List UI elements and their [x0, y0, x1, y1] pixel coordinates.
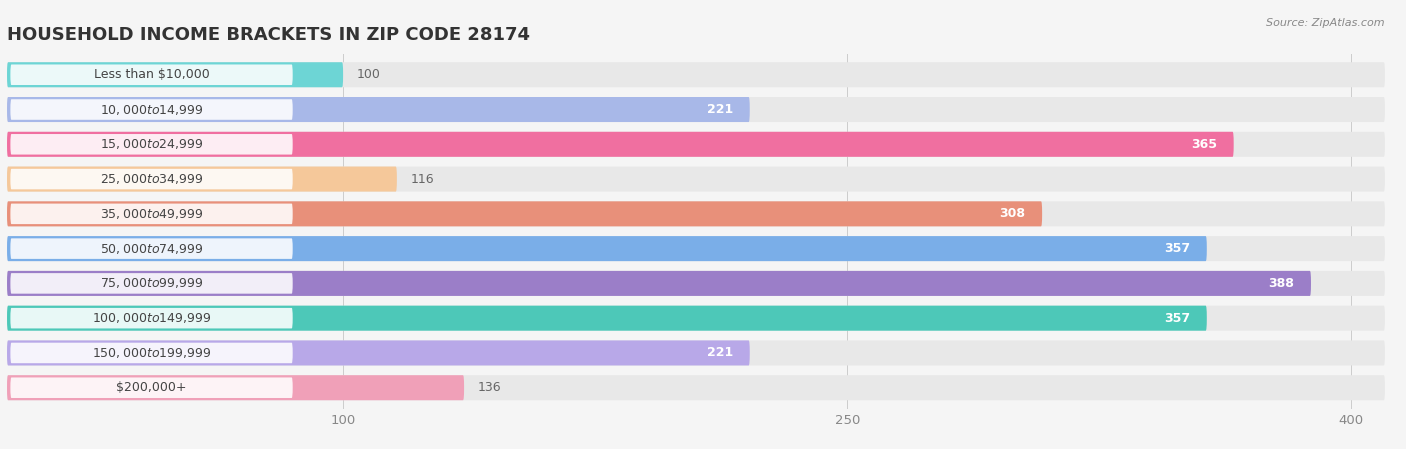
FancyBboxPatch shape: [7, 236, 1385, 261]
FancyBboxPatch shape: [7, 340, 749, 365]
FancyBboxPatch shape: [10, 65, 292, 85]
FancyBboxPatch shape: [10, 238, 292, 259]
FancyBboxPatch shape: [10, 169, 292, 189]
FancyBboxPatch shape: [10, 308, 292, 328]
FancyBboxPatch shape: [7, 62, 1385, 87]
Text: 308: 308: [1000, 207, 1025, 220]
FancyBboxPatch shape: [7, 97, 1385, 122]
Text: 100: 100: [357, 68, 381, 81]
FancyBboxPatch shape: [7, 375, 464, 400]
FancyBboxPatch shape: [7, 97, 749, 122]
Text: 136: 136: [478, 381, 501, 394]
Text: $35,000 to $49,999: $35,000 to $49,999: [100, 207, 204, 221]
FancyBboxPatch shape: [7, 271, 1310, 296]
Text: $100,000 to $149,999: $100,000 to $149,999: [91, 311, 211, 325]
Text: 357: 357: [1164, 242, 1189, 255]
FancyBboxPatch shape: [7, 340, 1385, 365]
FancyBboxPatch shape: [7, 132, 1233, 157]
Text: 221: 221: [707, 103, 733, 116]
FancyBboxPatch shape: [7, 201, 1042, 226]
Text: $10,000 to $14,999: $10,000 to $14,999: [100, 102, 204, 117]
FancyBboxPatch shape: [10, 99, 292, 120]
FancyBboxPatch shape: [7, 167, 396, 192]
Text: 221: 221: [707, 347, 733, 360]
Text: 357: 357: [1164, 312, 1189, 325]
Text: 365: 365: [1191, 138, 1216, 151]
FancyBboxPatch shape: [7, 271, 1385, 296]
FancyBboxPatch shape: [10, 273, 292, 294]
Text: 116: 116: [411, 172, 434, 185]
FancyBboxPatch shape: [10, 378, 292, 398]
FancyBboxPatch shape: [7, 132, 1385, 157]
FancyBboxPatch shape: [7, 236, 1206, 261]
Text: $25,000 to $34,999: $25,000 to $34,999: [100, 172, 204, 186]
Text: 388: 388: [1268, 277, 1294, 290]
Text: $200,000+: $200,000+: [117, 381, 187, 394]
FancyBboxPatch shape: [7, 306, 1385, 331]
Text: $50,000 to $74,999: $50,000 to $74,999: [100, 242, 204, 255]
FancyBboxPatch shape: [7, 167, 1385, 192]
Text: $15,000 to $24,999: $15,000 to $24,999: [100, 137, 204, 151]
FancyBboxPatch shape: [10, 203, 292, 224]
FancyBboxPatch shape: [7, 306, 1206, 331]
FancyBboxPatch shape: [10, 343, 292, 363]
FancyBboxPatch shape: [10, 134, 292, 154]
Text: $75,000 to $99,999: $75,000 to $99,999: [100, 277, 204, 291]
Text: HOUSEHOLD INCOME BRACKETS IN ZIP CODE 28174: HOUSEHOLD INCOME BRACKETS IN ZIP CODE 28…: [7, 26, 530, 44]
FancyBboxPatch shape: [7, 62, 343, 87]
Text: $150,000 to $199,999: $150,000 to $199,999: [91, 346, 211, 360]
FancyBboxPatch shape: [7, 201, 1385, 226]
Text: Source: ZipAtlas.com: Source: ZipAtlas.com: [1267, 18, 1385, 28]
FancyBboxPatch shape: [7, 375, 1385, 400]
Text: Less than $10,000: Less than $10,000: [94, 68, 209, 81]
